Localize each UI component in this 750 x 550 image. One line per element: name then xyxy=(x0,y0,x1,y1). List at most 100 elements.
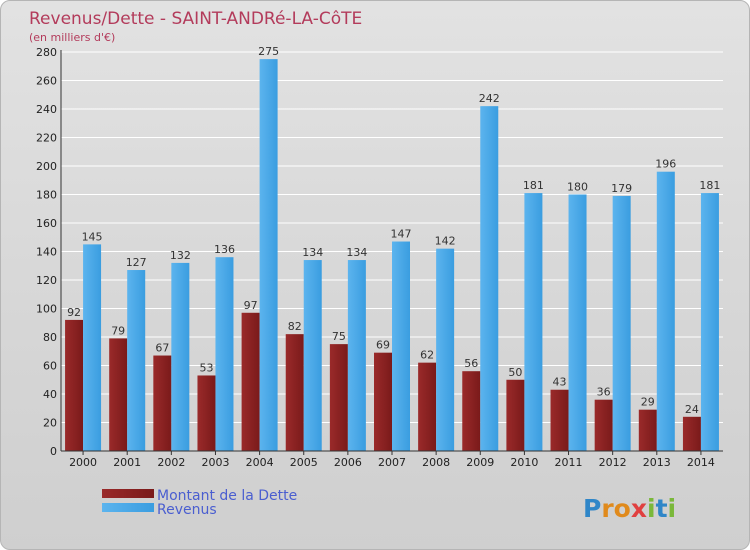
debt-value-label: 36 xyxy=(597,386,611,399)
debt-value-label: 43 xyxy=(553,376,567,389)
debt-bar xyxy=(241,312,260,451)
debt-value-label: 69 xyxy=(376,339,390,352)
debt-value-label: 56 xyxy=(464,357,478,370)
revenue-bar xyxy=(436,248,455,451)
chart-title: Revenus/Dette - SAINT-ANDRé-LA-CôTE xyxy=(29,9,362,29)
debt-value-label: 75 xyxy=(332,330,346,343)
legend-swatch-debt xyxy=(102,489,154,498)
y-tick-label: 240 xyxy=(36,103,57,116)
y-tick-label: 80 xyxy=(43,331,57,344)
y-tick-label: 140 xyxy=(36,246,57,259)
revenue-bar xyxy=(303,260,322,451)
revenue-bar xyxy=(612,195,631,451)
revenue-value-label: 181 xyxy=(523,179,544,192)
debt-bar xyxy=(550,389,569,451)
legend-label-revenue: Revenus xyxy=(157,502,217,518)
revenue-value-label: 275 xyxy=(258,45,279,58)
debt-bar xyxy=(418,362,437,451)
revenue-bar xyxy=(83,244,102,451)
x-tick-label: 2008 xyxy=(422,456,450,469)
revenue-value-label: 136 xyxy=(214,243,235,256)
x-tick-label: 2007 xyxy=(378,456,406,469)
y-tick-label: 100 xyxy=(36,303,57,316)
revenue-bar xyxy=(215,257,234,451)
debt-value-label: 97 xyxy=(244,299,258,312)
debt-value-label: 67 xyxy=(155,342,169,355)
revenue-value-label: 179 xyxy=(611,182,632,195)
debt-value-label: 79 xyxy=(111,324,125,337)
debt-bar xyxy=(65,319,84,451)
revenue-value-label: 134 xyxy=(346,246,367,259)
debt-value-label: 92 xyxy=(67,306,81,319)
x-tick-label: 2010 xyxy=(510,456,538,469)
x-tick-label: 2003 xyxy=(201,456,229,469)
revenue-bar xyxy=(347,260,366,451)
revenue-value-label: 181 xyxy=(699,179,720,192)
proxiti-logo: Proxiti xyxy=(583,494,676,523)
y-tick-label: 280 xyxy=(36,46,57,59)
x-tick-label: 2011 xyxy=(555,456,583,469)
y-tick-label: 0 xyxy=(50,445,57,458)
revenue-bar xyxy=(480,106,499,452)
revenue-value-label: 145 xyxy=(82,230,103,243)
debt-bar xyxy=(109,338,128,451)
revenue-value-label: 142 xyxy=(435,235,456,248)
debt-value-label: 29 xyxy=(641,396,655,409)
revenue-bar xyxy=(568,194,587,451)
debt-bar xyxy=(374,352,392,451)
x-tick-label: 2002 xyxy=(157,456,185,469)
logo-text: Proxiti xyxy=(583,494,676,523)
debt-value-label: 53 xyxy=(199,361,213,374)
debt-bar xyxy=(462,371,481,451)
revenue-value-label: 127 xyxy=(126,256,147,269)
debt-bar xyxy=(197,375,216,451)
x-tick-label: 2001 xyxy=(113,456,141,469)
x-tick-label: 2013 xyxy=(643,456,671,469)
x-tick-label: 2000 xyxy=(69,456,97,469)
x-tick-label: 2009 xyxy=(466,456,494,469)
x-tick-label: 2004 xyxy=(246,456,274,469)
y-tick-label: 160 xyxy=(36,217,57,230)
debt-value-label: 82 xyxy=(288,320,302,333)
y-tick-label: 200 xyxy=(36,160,57,173)
x-tick-label: 2006 xyxy=(334,456,362,469)
debt-bar xyxy=(594,399,613,451)
debt-value-label: 24 xyxy=(685,403,699,416)
y-tick-label: 20 xyxy=(43,417,57,430)
revenue-value-label: 180 xyxy=(567,181,588,194)
y-tick-label: 260 xyxy=(36,75,57,88)
debt-bar xyxy=(285,334,304,451)
revenue-bar xyxy=(700,193,719,451)
y-tick-label: 220 xyxy=(36,132,57,145)
revenue-value-label: 132 xyxy=(170,249,191,262)
revenue-bar xyxy=(656,171,675,451)
x-tick-label: 2012 xyxy=(599,456,627,469)
x-tick-label: 2005 xyxy=(290,456,318,469)
y-tick-label: 180 xyxy=(36,189,57,202)
debt-bar xyxy=(153,355,172,451)
revenue-value-label: 134 xyxy=(302,246,323,259)
revenue-bar xyxy=(171,262,190,451)
revenue-value-label: 196 xyxy=(655,158,676,171)
debt-bar xyxy=(682,416,701,451)
revenue-bar xyxy=(392,241,410,451)
chart-subtitle: (en milliers d'€) xyxy=(29,31,115,44)
revenue-bar xyxy=(259,59,278,451)
revenue-bar xyxy=(127,270,146,451)
legend-swatch-revenue xyxy=(102,503,154,512)
revenue-value-label: 242 xyxy=(479,92,500,105)
y-tick-label: 40 xyxy=(43,388,57,401)
x-tick-label: 2014 xyxy=(687,456,715,469)
legend-label-debt: Montant de la Dette xyxy=(157,488,297,504)
debt-bar xyxy=(329,344,348,451)
y-tick-label: 60 xyxy=(43,360,57,373)
debt-value-label: 50 xyxy=(508,366,522,379)
debt-value-label: 62 xyxy=(420,349,434,362)
debt-bar xyxy=(506,379,525,451)
y-tick-label: 120 xyxy=(36,274,57,287)
revenue-bar xyxy=(524,193,543,451)
revenue-value-label: 147 xyxy=(391,228,412,241)
